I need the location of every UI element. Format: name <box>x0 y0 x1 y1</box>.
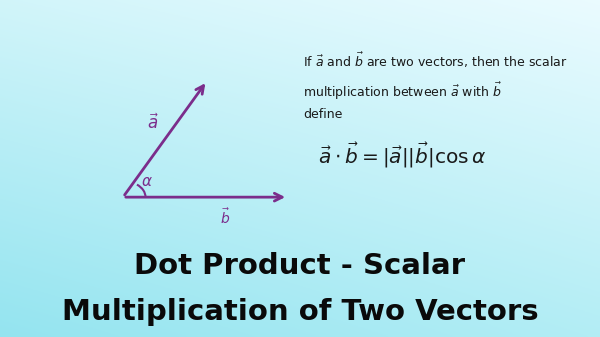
Text: $\vec{a}$: $\vec{a}$ <box>147 113 159 133</box>
Text: $\vec{a} \cdot \vec{b} = |\vec{a}||\vec{b}|\cos\alpha$: $\vec{a} \cdot \vec{b} = |\vec{a}||\vec{… <box>318 140 487 170</box>
Text: define: define <box>303 108 343 121</box>
Text: Multiplication of Two Vectors: Multiplication of Two Vectors <box>62 298 538 326</box>
Text: multiplication between $\vec{a}$ with $\vec{b}$: multiplication between $\vec{a}$ with $\… <box>303 80 502 102</box>
Text: $\vec{b}$: $\vec{b}$ <box>220 208 230 227</box>
Text: Dot Product - Scalar: Dot Product - Scalar <box>134 252 466 280</box>
Text: $\alpha$: $\alpha$ <box>141 175 153 189</box>
Text: If $\vec{a}$ and $\vec{b}$ are two vectors, then the scalar: If $\vec{a}$ and $\vec{b}$ are two vecto… <box>303 51 568 70</box>
